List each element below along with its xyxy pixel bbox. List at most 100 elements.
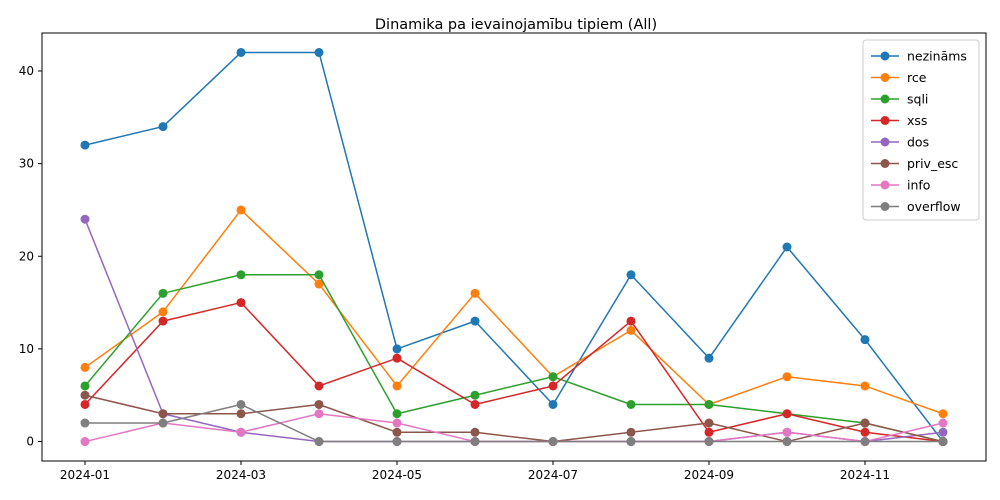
data-point bbox=[782, 427, 792, 437]
data-point bbox=[80, 399, 90, 409]
data-point bbox=[938, 409, 948, 419]
data-point bbox=[314, 47, 324, 57]
data-point bbox=[782, 242, 792, 252]
x-tick-label: 2024-03 bbox=[216, 468, 266, 482]
data-point bbox=[236, 298, 246, 308]
legend-label: priv_esc bbox=[907, 156, 958, 171]
data-point bbox=[236, 205, 246, 215]
data-point bbox=[860, 418, 870, 428]
data-point bbox=[80, 140, 90, 150]
series-layer bbox=[80, 47, 948, 447]
data-point bbox=[704, 418, 714, 428]
legend-item: nezināms bbox=[871, 49, 967, 64]
data-point bbox=[548, 399, 558, 409]
data-point bbox=[704, 353, 714, 363]
data-point bbox=[314, 409, 324, 419]
legend-item: dos bbox=[871, 135, 929, 150]
data-point bbox=[236, 47, 246, 57]
data-point bbox=[392, 418, 402, 428]
x-tick-label: 2024-07 bbox=[528, 468, 578, 482]
data-point bbox=[158, 409, 168, 419]
legend-swatch-marker bbox=[880, 159, 890, 168]
data-point bbox=[860, 437, 870, 447]
legend-label: dos bbox=[907, 135, 929, 150]
legend-item: priv_esc bbox=[871, 156, 958, 171]
data-point bbox=[314, 381, 324, 391]
data-point bbox=[626, 316, 636, 326]
data-point bbox=[80, 390, 90, 400]
data-point bbox=[470, 437, 480, 447]
data-point bbox=[314, 399, 324, 409]
data-point bbox=[80, 362, 90, 372]
data-point bbox=[80, 214, 90, 224]
data-point bbox=[314, 270, 324, 280]
data-point bbox=[626, 437, 636, 447]
data-point bbox=[704, 399, 714, 409]
data-point bbox=[158, 122, 168, 132]
data-point bbox=[80, 381, 90, 391]
legend-label: nezināms bbox=[907, 49, 967, 64]
series-line bbox=[85, 403, 943, 443]
data-point bbox=[392, 427, 402, 437]
series-nezin-ms bbox=[80, 47, 948, 447]
data-point bbox=[704, 437, 714, 447]
data-point bbox=[236, 270, 246, 280]
y-axis: 0 10 20 30 40 bbox=[19, 64, 42, 449]
data-point bbox=[158, 288, 168, 298]
x-axis: 2024-01 2024-03 2024-05 2024-07 2024-09 2024-… bbox=[60, 461, 890, 482]
data-point bbox=[548, 381, 558, 391]
series-rce bbox=[80, 205, 948, 419]
data-point bbox=[158, 316, 168, 326]
data-point bbox=[938, 418, 948, 428]
legend-swatch-marker bbox=[880, 137, 890, 147]
legend-label: xss bbox=[907, 113, 927, 128]
legend-item: overflow bbox=[871, 199, 961, 214]
chart-title: Dinamika pa ievainojamību tipiem (All) bbox=[375, 17, 657, 33]
data-point bbox=[314, 437, 324, 447]
legend-swatch-marker bbox=[880, 180, 890, 190]
data-point bbox=[236, 399, 246, 409]
series-line bbox=[84, 209, 944, 415]
legend-item: rce bbox=[871, 70, 927, 85]
series-line bbox=[84, 301, 944, 443]
data-point bbox=[470, 427, 480, 437]
x-tick-label: 2024-11 bbox=[840, 468, 890, 482]
data-point bbox=[80, 418, 90, 428]
data-point bbox=[470, 399, 480, 409]
legend-label: overflow bbox=[907, 199, 961, 214]
data-point bbox=[860, 381, 870, 391]
y-tick-label: 40 bbox=[19, 64, 34, 78]
data-point bbox=[392, 344, 402, 354]
data-point bbox=[782, 437, 792, 447]
legend-frame bbox=[862, 39, 980, 221]
y-tick-label: 0 bbox=[26, 435, 34, 449]
data-point bbox=[392, 381, 402, 391]
data-point bbox=[470, 316, 480, 326]
data-point bbox=[860, 427, 870, 437]
y-tick-label: 10 bbox=[19, 342, 34, 356]
legend-swatch-marker bbox=[880, 73, 890, 82]
data-point bbox=[158, 307, 168, 317]
legend-item: sqli bbox=[871, 92, 928, 107]
plot-frame bbox=[41, 32, 987, 462]
data-point bbox=[860, 335, 870, 345]
legend-label: sqli bbox=[907, 92, 928, 107]
legend-swatch-marker bbox=[880, 94, 890, 104]
legend-label: rce bbox=[907, 70, 927, 85]
data-point bbox=[236, 409, 246, 419]
data-point bbox=[704, 427, 714, 437]
series-line bbox=[84, 51, 944, 443]
x-tick-label: 2024-05 bbox=[372, 468, 422, 482]
data-point bbox=[782, 372, 792, 382]
legend-swatch-marker bbox=[880, 51, 890, 61]
series-line bbox=[84, 274, 944, 443]
legend-label: info bbox=[907, 178, 930, 193]
data-point bbox=[392, 437, 402, 447]
data-point bbox=[80, 437, 90, 447]
data-point bbox=[938, 437, 948, 447]
x-tick-label: 2024-01 bbox=[60, 468, 110, 482]
x-tick-label: 2024-09 bbox=[684, 468, 734, 482]
data-point bbox=[158, 418, 168, 428]
data-point bbox=[470, 288, 480, 298]
